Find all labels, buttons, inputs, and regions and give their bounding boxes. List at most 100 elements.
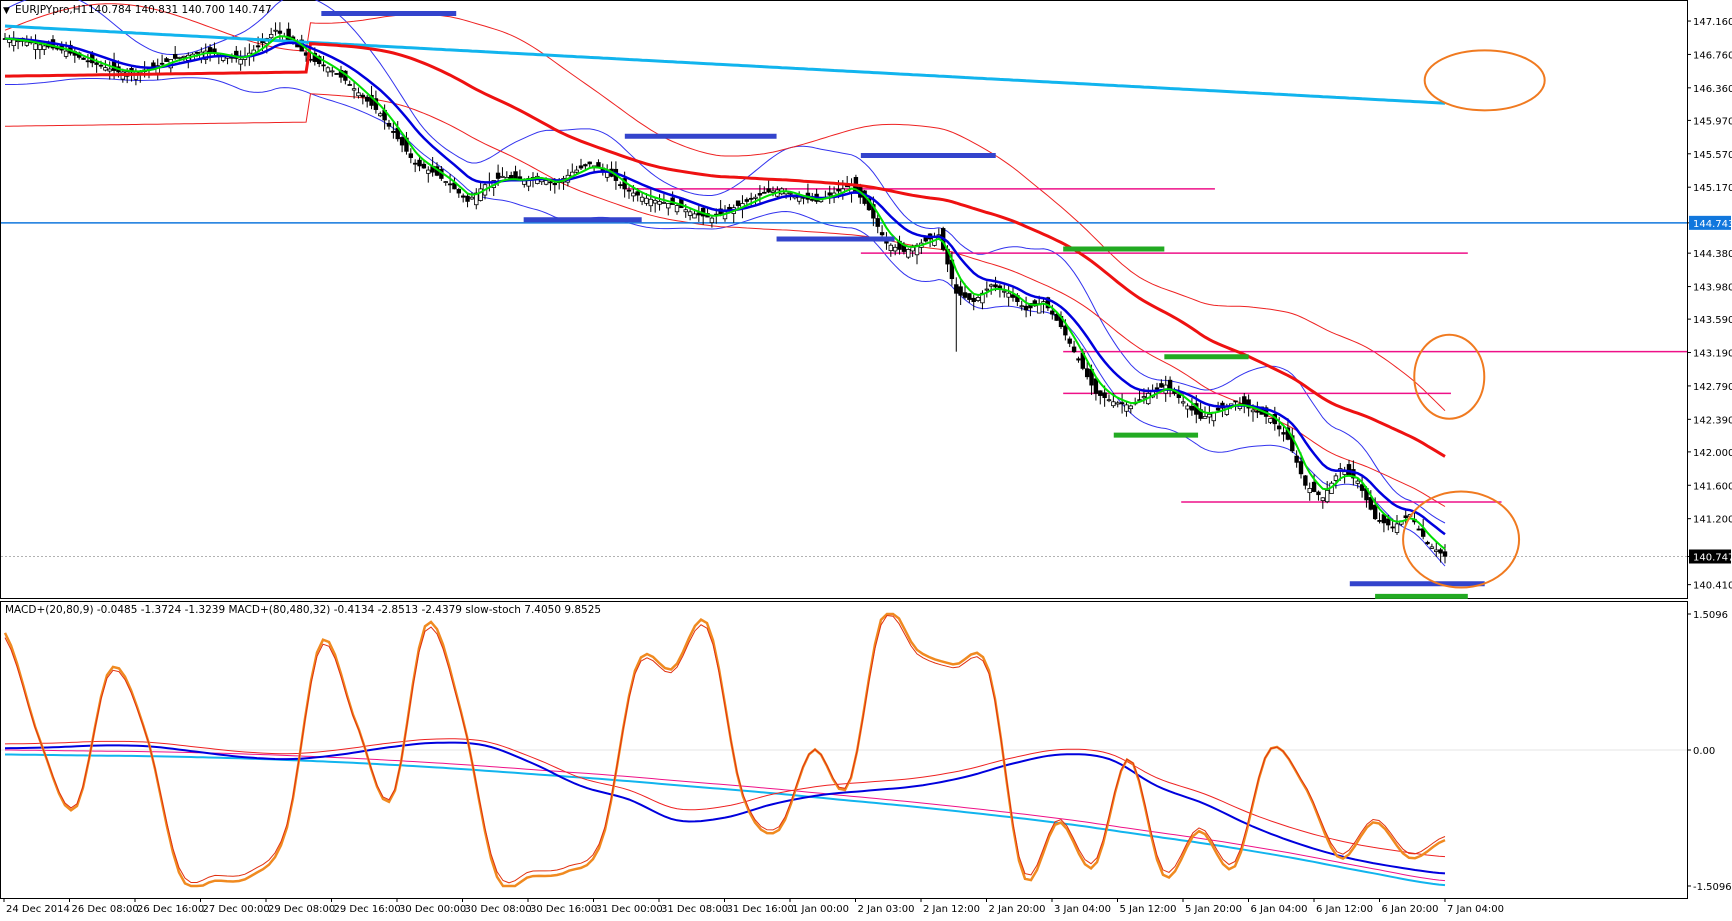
candle-body bbox=[1425, 541, 1430, 545]
candle-body bbox=[954, 284, 959, 294]
candle-body bbox=[508, 175, 514, 179]
y-tick-label: 141.600 bbox=[1693, 481, 1732, 492]
y-tick-label: 147.160 bbox=[1693, 17, 1732, 28]
candle-body bbox=[766, 188, 771, 193]
candle-body bbox=[788, 192, 793, 195]
highlight-circle bbox=[1413, 333, 1486, 420]
candle-body bbox=[1342, 471, 1347, 475]
candle-body bbox=[1071, 346, 1077, 353]
candle-body bbox=[325, 67, 331, 73]
candle-body bbox=[735, 200, 741, 206]
ma-slow-red-line bbox=[5, 42, 1446, 458]
x-tick-label: 30 Dec 16:00 bbox=[530, 904, 597, 915]
candle-body bbox=[1355, 480, 1360, 484]
macd-slow-line bbox=[5, 753, 1446, 887]
osc-y-tick-label: -1.5096 bbox=[1693, 882, 1732, 893]
candle-body bbox=[203, 50, 208, 60]
candle-body bbox=[1324, 490, 1330, 503]
x-tick-label: 30 Dec 08:00 bbox=[465, 904, 532, 915]
candle-body bbox=[1154, 387, 1160, 390]
candle-body bbox=[971, 297, 976, 302]
candle-body bbox=[334, 73, 339, 75]
candle-body bbox=[330, 70, 335, 73]
ema-fast-green-line bbox=[4, 35, 1446, 550]
x-tick-label: 29 Dec 16:00 bbox=[334, 904, 401, 915]
x-tick-label: 31 Dec 00:00 bbox=[596, 904, 663, 915]
candle-body bbox=[1429, 546, 1435, 549]
candle-body bbox=[1159, 383, 1164, 388]
y-tick-label: 143.190 bbox=[1693, 349, 1732, 360]
chart-header-arrow[interactable]: ▼ bbox=[3, 6, 10, 16]
candle-body bbox=[1185, 405, 1190, 410]
candle-body bbox=[1115, 402, 1120, 405]
y-tick-label: 140.747 bbox=[1693, 553, 1732, 564]
candle-body bbox=[1316, 491, 1321, 496]
candle-body bbox=[356, 92, 361, 97]
candle-body bbox=[456, 189, 462, 194]
candle-body bbox=[692, 213, 697, 219]
candle-body bbox=[11, 39, 16, 47]
candle-body bbox=[753, 196, 758, 199]
candle-body bbox=[1207, 413, 1212, 418]
y-tick-label: 144.743 bbox=[1693, 219, 1732, 230]
candle-body bbox=[1368, 497, 1374, 510]
candle-body bbox=[639, 196, 645, 202]
candle-body bbox=[238, 59, 243, 65]
candle-body bbox=[94, 62, 99, 65]
candle-body bbox=[1276, 425, 1282, 430]
candle-body bbox=[644, 197, 649, 204]
candle-body bbox=[1233, 400, 1238, 403]
candle-body bbox=[465, 195, 470, 202]
candle-body bbox=[1403, 515, 1408, 519]
candle-body bbox=[748, 197, 754, 200]
candle-body bbox=[172, 54, 178, 59]
x-tick-label: 27 Dec 00:00 bbox=[203, 904, 270, 915]
indicator-header-text: MACD+(20,80,9) -0.0485 -1.3724 -1.3239 M… bbox=[5, 604, 601, 616]
price-tag-box bbox=[1689, 549, 1731, 564]
candle-body bbox=[417, 159, 422, 167]
candle-body bbox=[1023, 305, 1029, 311]
candle-body bbox=[967, 293, 972, 300]
candle-body bbox=[1250, 409, 1256, 413]
y-tick-label: 144.380 bbox=[1693, 249, 1732, 260]
candle-body bbox=[631, 192, 636, 197]
highlight-circle bbox=[1402, 490, 1521, 589]
candle-body bbox=[906, 249, 911, 258]
candle-body bbox=[268, 33, 274, 39]
x-tick-label: 31 Dec 16:00 bbox=[727, 904, 794, 915]
candle-body bbox=[1054, 313, 1059, 321]
candle-body bbox=[583, 164, 588, 167]
candle-body bbox=[181, 55, 187, 58]
candle-body bbox=[412, 162, 418, 165]
candle-body bbox=[1377, 520, 1382, 522]
candle-body bbox=[164, 58, 169, 62]
candle-body bbox=[836, 188, 841, 192]
candle-body bbox=[63, 50, 69, 57]
highlight-circle bbox=[1423, 49, 1546, 112]
candle-body bbox=[1111, 401, 1116, 407]
candle-body bbox=[875, 218, 880, 227]
price-tag-box bbox=[1689, 215, 1731, 230]
candle-body bbox=[207, 47, 213, 53]
y-tick-label: 141.200 bbox=[1693, 515, 1732, 526]
candle-body bbox=[1180, 401, 1186, 404]
x-tick-label: 7 Jan 04:00 bbox=[1447, 904, 1504, 915]
candle-body bbox=[1176, 394, 1182, 399]
x-tick-label: 31 Dec 08:00 bbox=[661, 904, 728, 915]
candle-body bbox=[1246, 399, 1251, 409]
candle-body bbox=[696, 212, 702, 216]
candle-body bbox=[386, 122, 392, 127]
candle-body bbox=[709, 217, 715, 224]
candle-body bbox=[1010, 294, 1016, 298]
candle-body bbox=[1311, 481, 1317, 492]
y-tick-label: 145.170 bbox=[1693, 183, 1732, 194]
x-tick-label: 5 Jan 12:00 bbox=[1120, 904, 1177, 915]
x-tick-label: 6 Jan 12:00 bbox=[1316, 904, 1373, 915]
candle-body bbox=[159, 62, 165, 65]
candle-body bbox=[478, 188, 483, 201]
candle-body bbox=[1141, 396, 1147, 399]
candle-body bbox=[33, 43, 38, 50]
osc-y-tick-label: 1.5096 bbox=[1693, 610, 1728, 621]
